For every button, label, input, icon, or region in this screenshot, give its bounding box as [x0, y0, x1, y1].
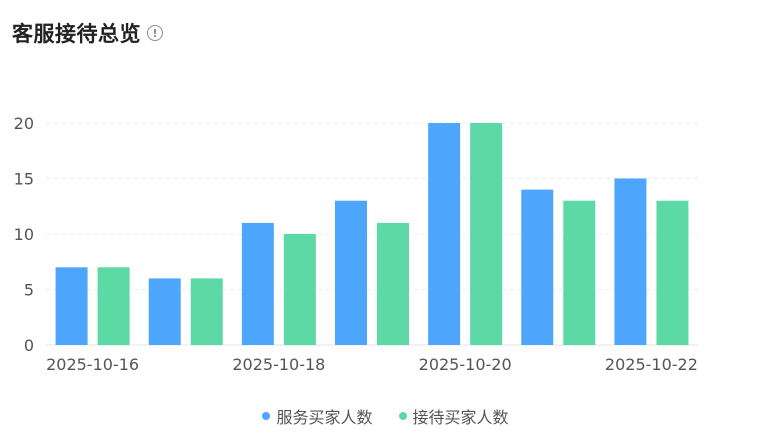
x-tick-label: 2025-10-18	[232, 355, 325, 374]
bar-service	[428, 123, 461, 345]
bar-service	[335, 200, 367, 345]
chart-header: 客服接待总览 !	[12, 18, 163, 48]
bar-service	[241, 222, 274, 345]
legend-label-reception: 接待买家人数	[412, 408, 509, 427]
chart-legend: 服务买家人数 接待买家人数	[0, 404, 771, 428]
info-circle-icon[interactable]: !	[147, 25, 163, 41]
bar-reception	[656, 200, 689, 345]
bar-service	[55, 267, 88, 345]
bar-reception	[97, 267, 130, 345]
legend-item-service[interactable]: 服务买家人数	[262, 404, 373, 428]
bar-service	[521, 189, 554, 345]
bar-reception	[190, 278, 223, 345]
legend-label-service: 服务买家人数	[276, 408, 373, 427]
y-tick-label: 5	[24, 281, 34, 300]
legend-dot-reception	[398, 412, 407, 420]
bar-service	[148, 278, 181, 345]
bar-reception	[377, 222, 409, 345]
legend-item-reception[interactable]: 接待买家人数	[398, 404, 509, 428]
bar-reception	[470, 123, 503, 345]
y-tick-label: 20	[14, 114, 34, 133]
y-tick-label: 15	[14, 170, 34, 189]
bar-service	[614, 178, 647, 345]
y-tick-label: 10	[14, 225, 34, 244]
bar-reception	[563, 200, 596, 345]
x-tick-label: 2025-10-16	[46, 355, 139, 374]
bar-chart: 0 5 10 15 20 2025-10-16 2025-10-18 2025-10-20 20…	[14, 114, 698, 374]
x-tick-label: 2025-10-22	[605, 355, 698, 374]
x-tick-label: 2025-10-20	[419, 355, 512, 374]
chart-title: 客服接待总览	[12, 22, 141, 46]
y-tick-label: 0	[24, 336, 34, 355]
legend-dot-service	[262, 412, 271, 420]
bar-reception	[283, 234, 316, 345]
